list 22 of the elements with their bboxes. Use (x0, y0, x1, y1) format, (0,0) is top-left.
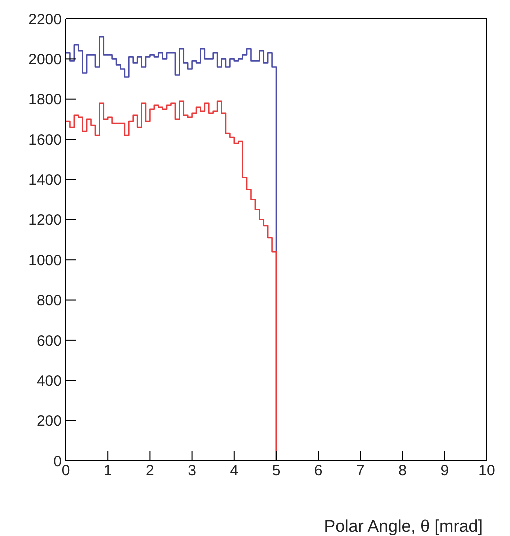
x-tick-label: 1 (104, 462, 112, 480)
y-tick-label: 200 (36, 413, 62, 430)
y-tick-label: 1400 (28, 172, 62, 190)
x-tick-label: 5 (272, 462, 281, 480)
x-tick-label: 4 (230, 462, 239, 480)
x-tick-label: 8 (398, 462, 407, 480)
y-tick-label: 1200 (28, 212, 62, 230)
y-tick-label: 800 (36, 292, 62, 310)
y-tick-label: 600 (36, 332, 62, 350)
y-tick-label: 1800 (28, 92, 62, 109)
y-tick-label: 2000 (28, 52, 62, 69)
x-tick-label: 7 (356, 462, 365, 480)
y-tick-label: 400 (36, 372, 62, 390)
x-tick-label: 2 (146, 462, 154, 480)
y-tick-label: 1000 (28, 252, 62, 270)
x-tick-label: 10 (478, 462, 496, 480)
x-axis-title: Polar Angle, θ [mrad] (324, 517, 483, 536)
x-tick-label: 9 (440, 462, 450, 480)
x-tick-label: 3 (188, 462, 196, 480)
y-tick-label: 2200 (28, 11, 62, 28)
x-tick-label: 6 (314, 462, 323, 480)
y-tick-label: 1600 (28, 132, 62, 149)
